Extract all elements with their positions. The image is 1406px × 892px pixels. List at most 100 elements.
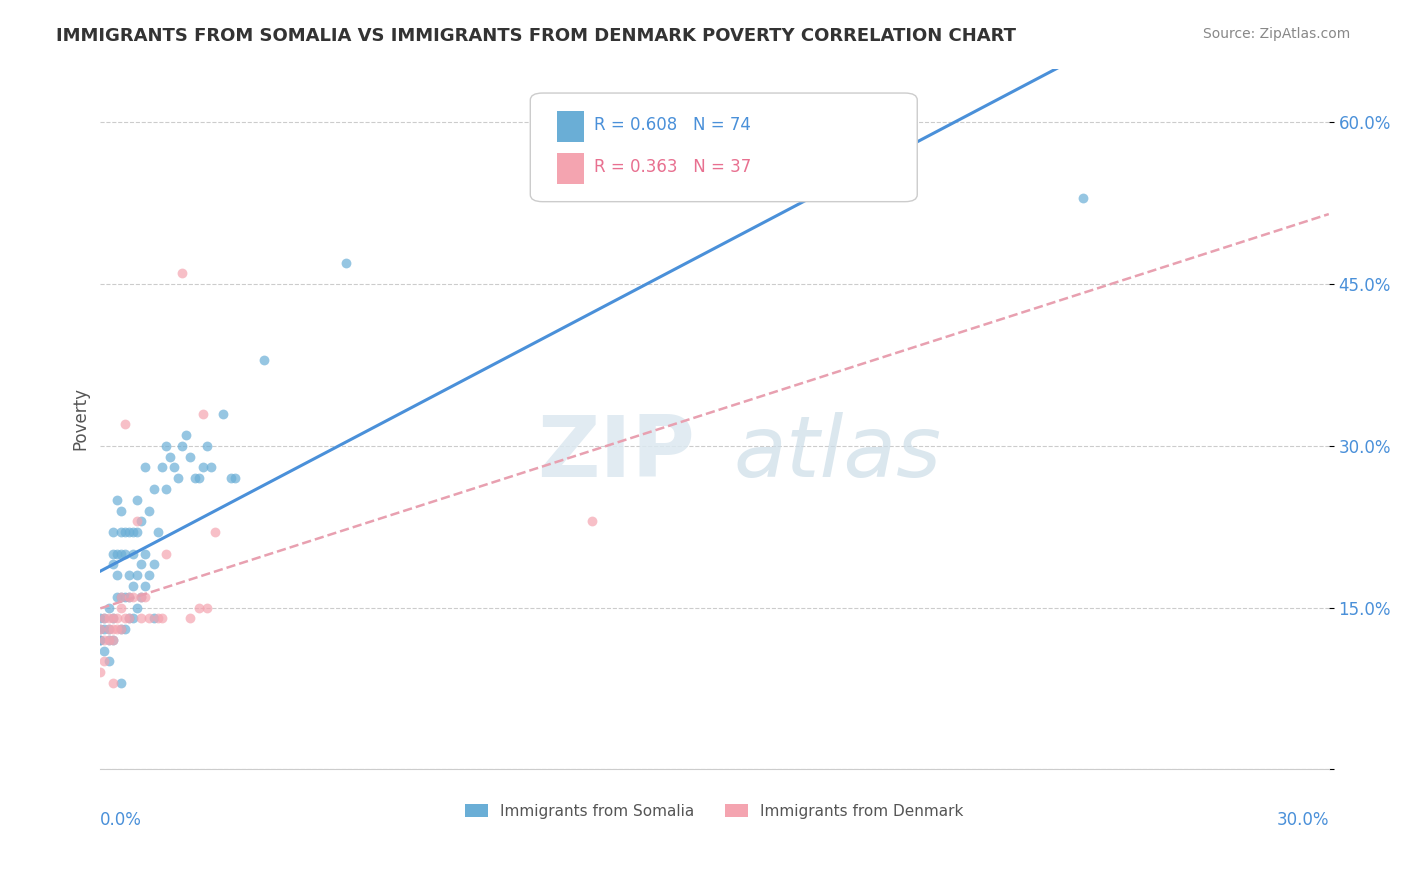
Point: [105, 492, 128, 507]
Point: [89, 611, 111, 625]
Point: [122, 611, 145, 625]
Point: [89, 632, 111, 647]
FancyBboxPatch shape: [530, 93, 917, 202]
Point: [101, 611, 124, 625]
Point: [176, 428, 198, 442]
Point: [97, 655, 120, 669]
Point: [101, 525, 124, 540]
Text: 0.0%: 0.0%: [100, 812, 142, 830]
Point: [110, 525, 132, 540]
Point: [105, 547, 128, 561]
Text: R = 0.608   N = 74: R = 0.608 N = 74: [595, 116, 751, 135]
Point: [97, 622, 120, 636]
Point: [187, 471, 209, 485]
Point: [101, 547, 124, 561]
Point: [129, 514, 152, 528]
Point: [212, 407, 235, 421]
Point: [93, 611, 115, 625]
Point: [89, 632, 111, 647]
Point: [114, 622, 136, 636]
Point: [159, 450, 181, 464]
Point: [172, 439, 194, 453]
Point: [129, 611, 152, 625]
Point: [114, 547, 136, 561]
Point: [97, 632, 120, 647]
Point: [187, 600, 209, 615]
Point: [129, 590, 152, 604]
Point: [581, 514, 603, 528]
Point: [101, 611, 124, 625]
Point: [127, 492, 149, 507]
Point: [93, 643, 115, 657]
Point: [101, 622, 124, 636]
Point: [110, 590, 132, 604]
Point: [142, 482, 165, 496]
Point: [172, 266, 194, 280]
FancyBboxPatch shape: [557, 111, 585, 142]
Point: [335, 255, 357, 269]
Point: [224, 471, 246, 485]
Point: [127, 568, 149, 582]
Point: [195, 600, 218, 615]
Point: [204, 525, 226, 540]
Point: [179, 450, 201, 464]
Point: [110, 622, 132, 636]
Point: [118, 590, 141, 604]
Point: [142, 611, 165, 625]
Point: [138, 503, 160, 517]
Point: [150, 460, 173, 475]
Point: [110, 547, 132, 561]
Point: [101, 558, 124, 572]
Point: [118, 525, 141, 540]
Point: [97, 611, 120, 625]
Point: [150, 611, 173, 625]
Point: [122, 547, 145, 561]
Point: [155, 482, 177, 496]
Point: [195, 439, 218, 453]
Point: [122, 525, 145, 540]
Point: [118, 590, 141, 604]
Point: [93, 622, 115, 636]
Point: [110, 622, 132, 636]
Point: [191, 460, 214, 475]
Point: [129, 590, 152, 604]
Point: [105, 568, 128, 582]
Point: [89, 622, 111, 636]
Point: [122, 579, 145, 593]
Point: [101, 676, 124, 690]
Point: [253, 352, 276, 367]
Point: [122, 590, 145, 604]
Point: [129, 558, 152, 572]
Text: Source: ZipAtlas.com: Source: ZipAtlas.com: [1202, 27, 1350, 41]
Point: [142, 558, 165, 572]
Point: [179, 611, 201, 625]
Point: [97, 600, 120, 615]
Point: [1071, 191, 1094, 205]
Point: [110, 676, 132, 690]
Point: [101, 632, 124, 647]
Point: [134, 590, 156, 604]
Point: [118, 568, 141, 582]
Text: IMMIGRANTS FROM SOMALIA VS IMMIGRANTS FROM DENMARK POVERTY CORRELATION CHART: IMMIGRANTS FROM SOMALIA VS IMMIGRANTS FR…: [56, 27, 1017, 45]
Point: [221, 471, 243, 485]
Point: [110, 590, 132, 604]
Text: 30.0%: 30.0%: [1277, 812, 1329, 830]
Point: [163, 460, 186, 475]
Point: [89, 665, 111, 680]
Point: [105, 622, 128, 636]
Point: [134, 579, 156, 593]
Point: [155, 439, 177, 453]
Point: [93, 611, 115, 625]
Point: [200, 460, 222, 475]
Point: [138, 568, 160, 582]
Text: atlas: atlas: [734, 412, 942, 495]
Point: [134, 460, 156, 475]
Point: [114, 417, 136, 432]
Point: [93, 655, 115, 669]
Point: [146, 525, 169, 540]
Point: [191, 407, 214, 421]
Text: ZIP: ZIP: [537, 412, 695, 495]
Point: [167, 471, 190, 485]
Point: [146, 611, 169, 625]
Point: [101, 632, 124, 647]
